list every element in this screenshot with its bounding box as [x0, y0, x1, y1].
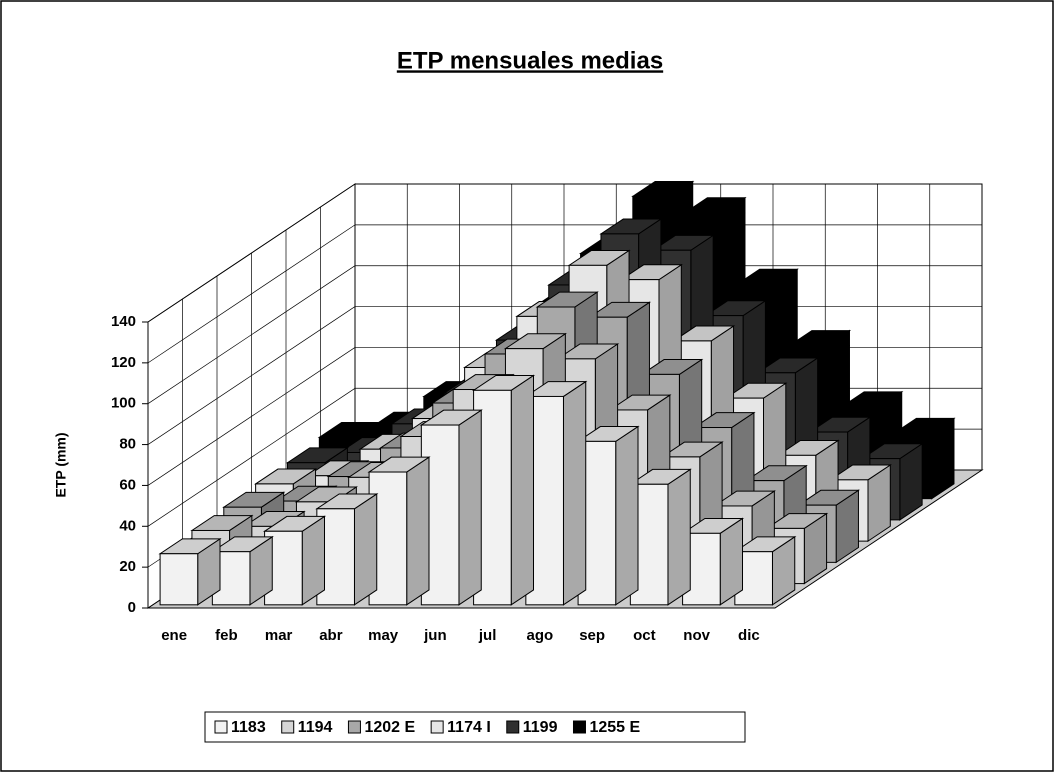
y-tick-label: 100 — [111, 395, 136, 412]
y-tick-label: 140 — [111, 313, 136, 330]
legend-label: 1194 — [298, 719, 333, 736]
bar-side — [562, 380, 587, 606]
bar-side — [458, 409, 482, 606]
legend-label: 1202 E — [364, 719, 415, 736]
legend-label: 1174 I — [447, 719, 491, 736]
x-tick-label: nov — [683, 627, 710, 644]
y-axis-label: ETP (mm) — [53, 432, 69, 497]
legend-label: 1199 — [523, 719, 558, 736]
legend-swatch — [430, 720, 444, 734]
x-tick-label: ago — [527, 627, 554, 644]
legend-swatch — [214, 720, 228, 734]
y-tick-label: 60 — [119, 476, 136, 493]
bar — [159, 553, 199, 606]
legend-swatch — [347, 720, 361, 734]
y-tick-label: 80 — [119, 436, 136, 453]
x-tick-label: may — [368, 627, 399, 644]
bar-side — [301, 515, 326, 606]
x-tick-label: dic — [738, 627, 760, 644]
legend-label: 1255 E — [589, 719, 640, 736]
bar-side — [615, 425, 639, 606]
y-tick-label: 40 — [119, 517, 136, 534]
legend-swatch — [506, 720, 520, 734]
x-tick-label: mar — [265, 627, 293, 644]
x-tick-label: jul — [478, 627, 497, 644]
y-tick-label: 20 — [119, 558, 136, 575]
x-tick-label: oct — [633, 627, 656, 644]
legend-swatch — [281, 720, 295, 734]
bar-side — [406, 456, 430, 606]
x-tick-label: ene — [161, 627, 187, 644]
legend-label: 1183 — [231, 719, 266, 736]
y-tick-label: 0 — [128, 599, 136, 616]
x-tick-label: sep — [579, 627, 605, 644]
bar-side — [667, 468, 691, 606]
x-tick-label: feb — [215, 627, 238, 644]
x-tick-label: jun — [423, 627, 447, 644]
legend-box — [204, 711, 746, 743]
legend-swatch — [572, 720, 586, 734]
bar-side — [510, 374, 535, 606]
x-tick-label: abr — [319, 627, 343, 644]
bar-side — [353, 493, 378, 606]
y-tick-label: 120 — [111, 354, 136, 371]
chart-title: ETP mensuales medias — [397, 47, 663, 74]
